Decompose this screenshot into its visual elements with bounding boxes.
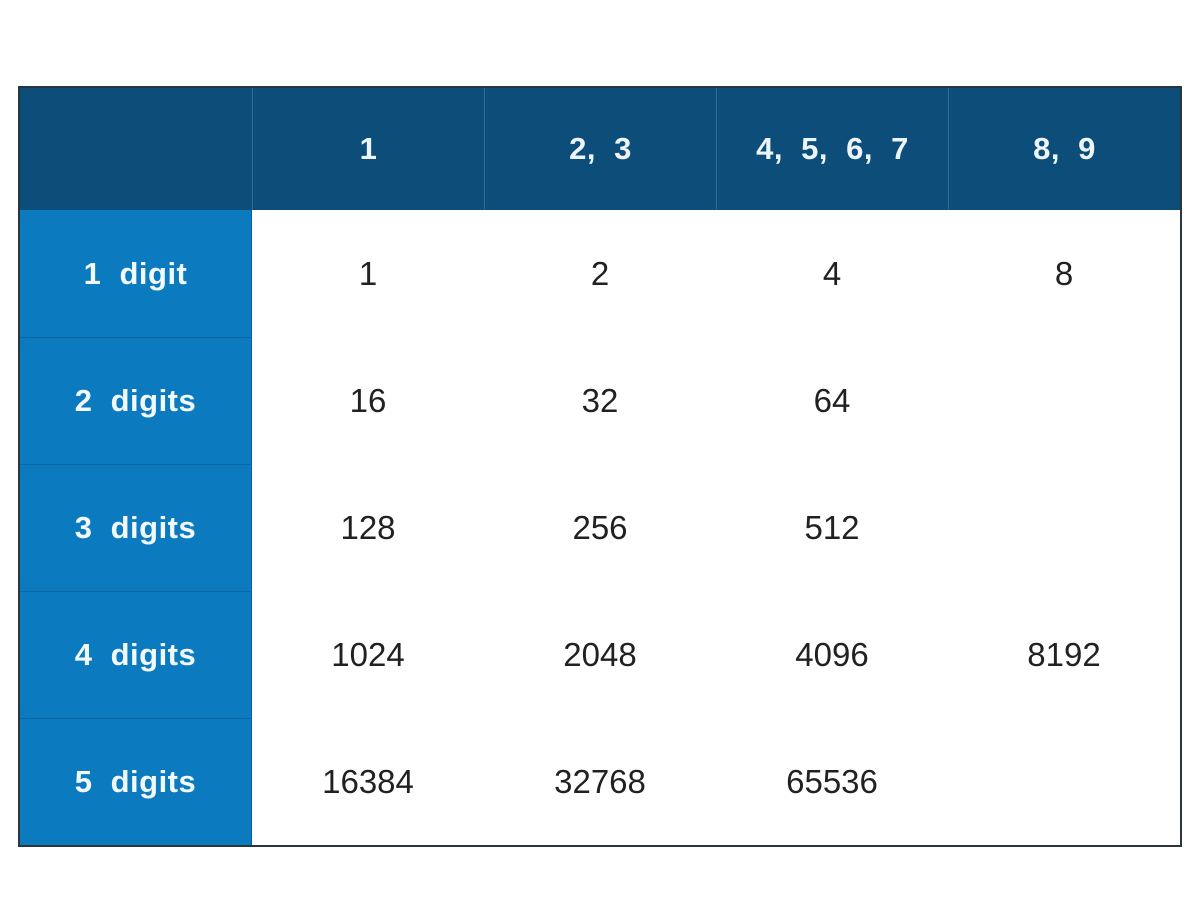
column-header-2-3: 2, 3 xyxy=(484,88,716,210)
table-cell: 1024 xyxy=(331,635,405,673)
row-label-3-digits: 3 digits xyxy=(20,464,252,591)
header-corner-cell xyxy=(20,88,252,210)
table-cell xyxy=(948,464,1180,591)
table-cell: 32 xyxy=(581,381,619,419)
table-cell: 65536 xyxy=(786,762,878,800)
table-cell xyxy=(948,718,1180,845)
table-cell: 256 xyxy=(572,508,628,546)
table-cell: 4 xyxy=(822,254,842,292)
table-cell xyxy=(948,337,1180,464)
table-cell: 16 xyxy=(349,381,387,419)
powers-of-two-table: 1 2, 3 4, 5, 6, 7 8, 9 1 digit 1 2 4 8 2… xyxy=(18,86,1182,847)
column-header-1: 1 xyxy=(252,88,484,210)
row-label-5-digits: 5 digits xyxy=(20,718,252,845)
table-cell: 4096 xyxy=(795,635,869,673)
table-cell: 8192 xyxy=(1027,635,1101,673)
table-cell: 1 xyxy=(358,254,378,292)
column-header-4-5-6-7: 4, 5, 6, 7 xyxy=(716,88,948,210)
table-cell: 2048 xyxy=(563,635,637,673)
table-cell: 512 xyxy=(804,508,860,546)
column-header-8-9: 8, 9 xyxy=(948,88,1180,210)
row-label-1-digit: 1 digit xyxy=(20,210,252,337)
row-label-2-digits: 2 digits xyxy=(20,337,252,464)
table-cell: 8 xyxy=(1054,254,1074,292)
table-cell: 128 xyxy=(340,508,396,546)
table-cell: 2 xyxy=(590,254,610,292)
table-cell: 16384 xyxy=(322,762,414,800)
row-label-4-digits: 4 digits xyxy=(20,591,252,718)
table-cell: 64 xyxy=(813,381,851,419)
table-cell: 32768 xyxy=(554,762,646,800)
